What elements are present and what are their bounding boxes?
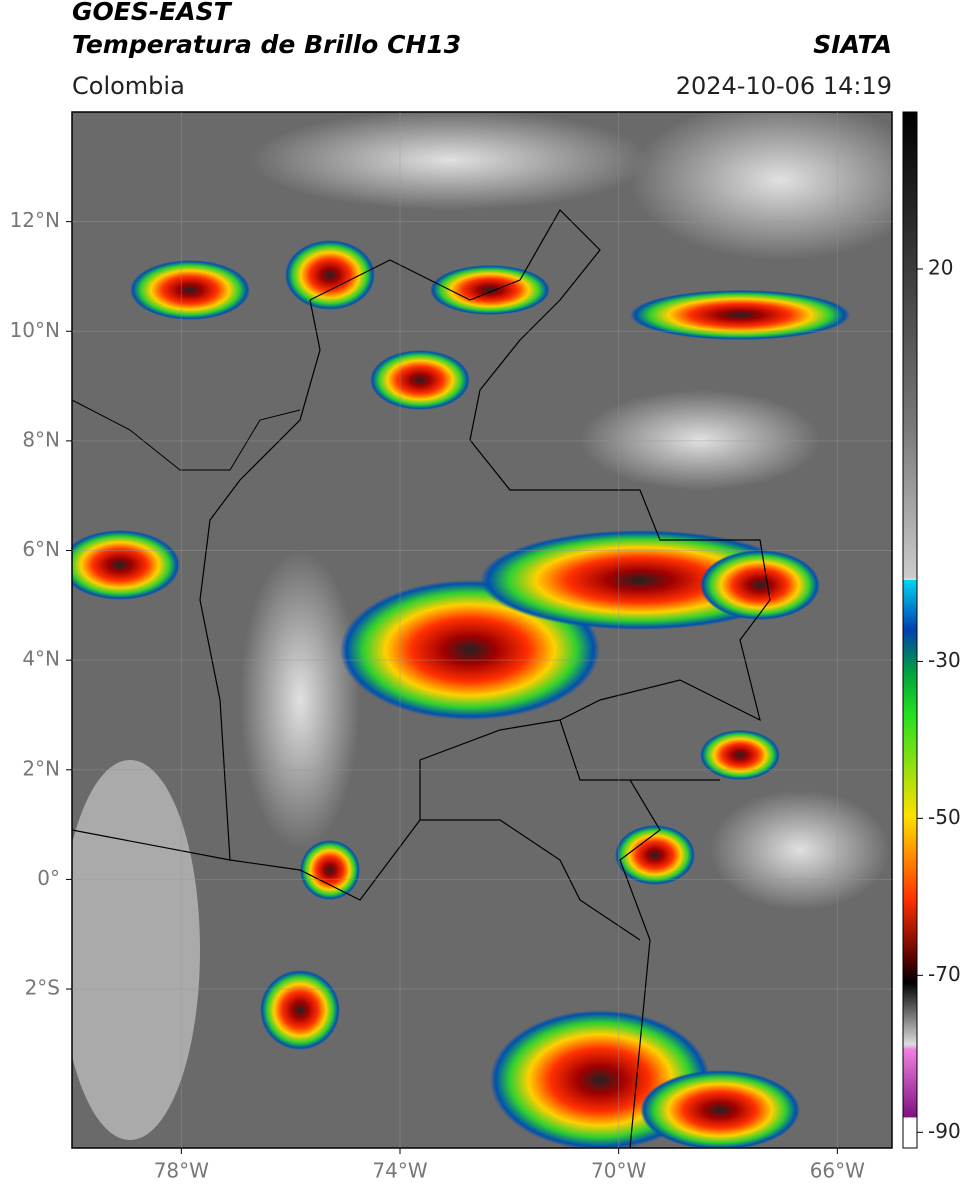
subtitle: Temperatura de Brillo CH13	[72, 30, 461, 59]
satellite-image	[72, 112, 892, 1148]
lat-tick-label: 2°S	[25, 976, 60, 1000]
lon-tick-label: 74°W	[372, 1159, 427, 1183]
lat-tick-label: 8°N	[22, 427, 60, 451]
ticks: 78°W 74°W 70°W 66°W 12°N 10°N 8°N 6°N 4°N 2°N 0° 2°…	[10, 112, 961, 1183]
source: SIATA	[813, 30, 892, 59]
lat-tick-label: 2°N	[22, 756, 60, 780]
lat-tick-label: 10°N	[10, 318, 60, 342]
lat-tick-label: 6°N	[22, 537, 60, 561]
lon-tick-label: 78°W	[154, 1159, 209, 1183]
map-frame	[71, 111, 893, 1149]
lon-tick-label: 70°W	[591, 1159, 646, 1183]
title: GOES-EAST	[72, 0, 233, 26]
lat-tick-label: 0°	[37, 866, 60, 890]
colorbar	[902, 111, 918, 1149]
lat-tick-label: 4°N	[22, 647, 60, 671]
colorbar-tick-label: -70	[928, 962, 961, 986]
colorbar-tick-label: -90	[928, 1119, 961, 1143]
region: Colombia	[72, 72, 185, 100]
timestamp: 2024-10-06 14:19	[676, 72, 892, 100]
colorbar-tick-label: -30	[928, 648, 961, 672]
colorbar-tick-label: 20	[928, 255, 953, 279]
lon-tick-label: 66°W	[810, 1159, 865, 1183]
lat-tick-label: 12°N	[10, 208, 60, 232]
colorbar-tick-label: -50	[928, 805, 961, 829]
